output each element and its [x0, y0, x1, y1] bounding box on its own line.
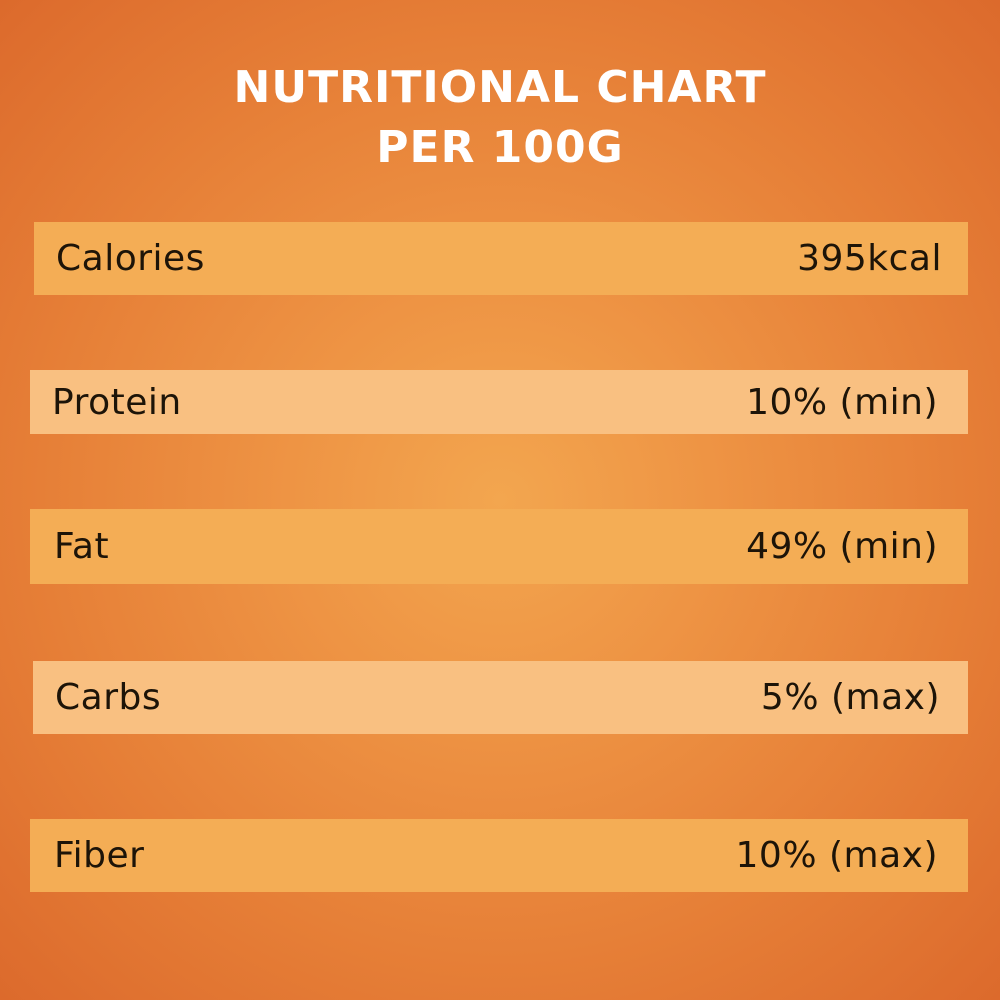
nutrient-label: Calories [56, 238, 205, 279]
nutrition-row-fiber: Fiber 10% (max) [30, 819, 968, 892]
nutrition-row-protein: Protein 10% (min) [30, 370, 968, 434]
nutrient-value: 395kcal [797, 238, 942, 279]
nutrition-row-calories: Calories 395kcal [34, 222, 968, 295]
nutrient-label: Carbs [55, 677, 162, 718]
nutrient-value: 5% (max) [760, 677, 940, 718]
nutrition-row-fat: Fat 49% (min) [30, 509, 968, 584]
chart-title-line-1: NUTRITIONAL CHART [233, 62, 767, 113]
nutrient-label: Fat [54, 526, 110, 567]
nutrient-value: 10% (max) [735, 835, 938, 876]
nutrition-row-carbs: Carbs 5% (max) [33, 661, 968, 734]
nutrient-value: 10% (min) [746, 381, 938, 423]
chart-title-line-2: PER 100G [376, 122, 624, 173]
nutrient-value: 49% (min) [746, 526, 938, 567]
nutrient-label: Fiber [54, 835, 145, 876]
nutrient-label: Protein [52, 381, 182, 423]
chart-title: NUTRITIONAL CHART PER 100G [0, 58, 1000, 178]
